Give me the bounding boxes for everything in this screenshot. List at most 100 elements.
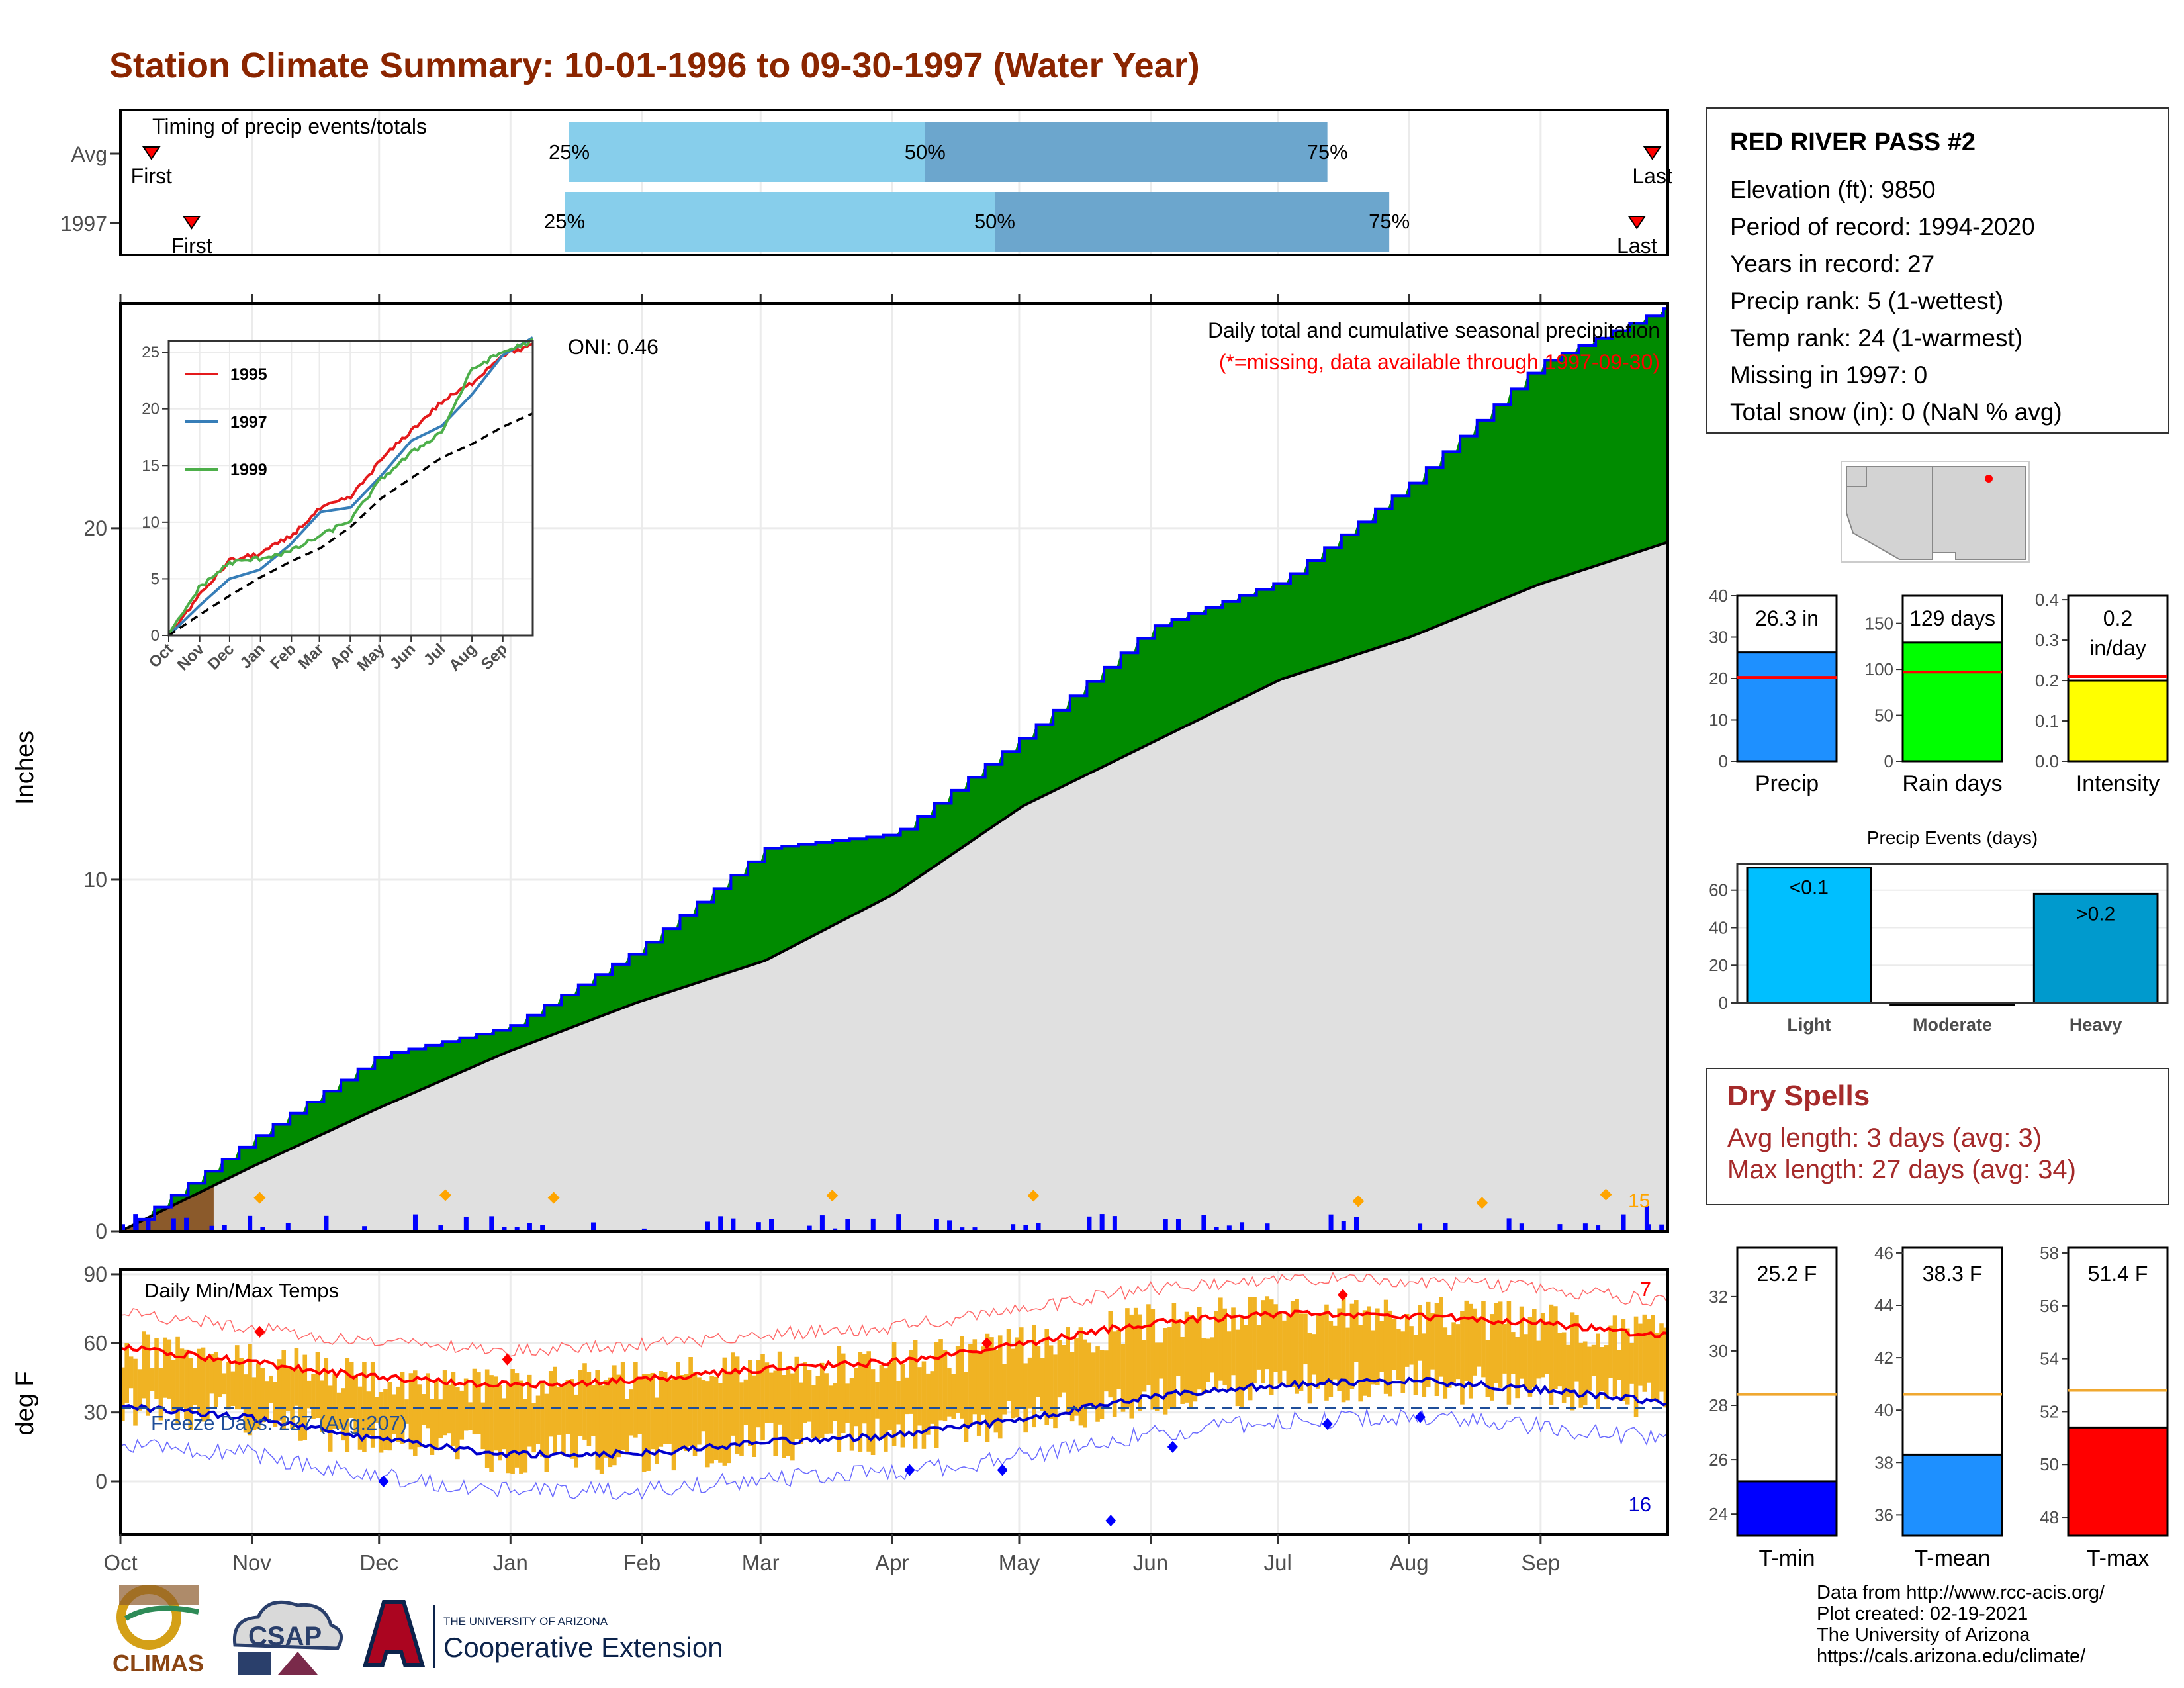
daily-temp-bar [540,1380,545,1457]
daily-temp-bar [1489,1314,1494,1401]
dry-spells-max: Max length: 27 days (avg: 34) [1727,1155,2076,1184]
daily-temp-bar [502,1398,507,1450]
daily-temp-bar [1019,1327,1024,1408]
daily-temp-bar [1341,1295,1346,1403]
daily-temp-bar [1116,1329,1121,1389]
normal-cumulative-line [120,541,1668,1233]
precip-event-marker [547,1192,560,1204]
daily-temp-bar [752,1375,757,1457]
month-label-apr: Apr [875,1550,909,1575]
daily-temp-bar [1418,1305,1422,1361]
daily-temp-bar [697,1377,702,1445]
precip-ylabel: Inches [11,731,39,805]
daily-temp-bar [1015,1337,1020,1418]
station-elevation: Elevation (ft): 9850 [1730,176,1936,203]
daily-temp-bar [1226,1331,1232,1390]
summary-ytick-label: 0 [1884,751,1893,771]
daily-temp-bar [201,1347,206,1422]
summary-ytick-label: 0.3 [2035,630,2059,650]
record-low-marker [378,1476,389,1487]
inset-legend-label-1999: 1999 [230,461,267,479]
daily-temp-bar [934,1342,939,1448]
daily-precip-bar [870,1218,876,1231]
daily-precip-bar [260,1227,265,1231]
temp-ytick-label: 30 [83,1401,107,1425]
daily-temp-bar [1091,1352,1096,1409]
daily-temp-bar [828,1385,833,1434]
daily-temp-bar [1422,1333,1427,1397]
temp-bar-t-min [1736,1480,1838,1537]
station-period: Period of record: 1994-2020 [1730,213,2035,240]
inset-ytick-label: 15 [142,457,159,475]
daily-temp-bar [921,1361,927,1449]
daily-temp-bar [1532,1309,1537,1387]
daily-temp-bar [1210,1337,1214,1373]
daily-temp-bar [748,1360,752,1446]
daily-temp-bar [942,1350,948,1422]
record-low-marker [1322,1418,1333,1430]
daily-temp-bar [383,1389,388,1450]
daily-temp-bar [870,1369,876,1456]
daily-temp-bar [285,1367,291,1411]
daily-temp-bar [985,1333,990,1442]
temp-bar-ytick-label: 46 [1874,1243,1893,1263]
daily-temp-bar [213,1352,218,1407]
daily-temp-bar [646,1374,651,1471]
daily-precip-bar [1621,1214,1626,1231]
temp-bar-ytick-label: 54 [2040,1349,2059,1369]
summary-ytick-label: 40 [1709,586,1728,606]
daily-temp-bar [1295,1298,1299,1394]
daily-temp-bar [124,1342,130,1403]
temp-bar-value-label: 25.2 F [1757,1262,1817,1286]
precip-ytick-label: 0 [95,1219,107,1243]
daily-precip-bar [756,1222,761,1231]
daily-precip-bar [285,1223,291,1231]
daily-temp-bar [1286,1314,1291,1387]
daily-precip-bar [540,1225,545,1231]
daily-temp-bar [1248,1297,1253,1401]
daily-temp-bar [909,1350,914,1414]
daily-temp-bar [824,1373,829,1434]
precip-event-marker [253,1192,266,1204]
daily-temp-bar [1095,1346,1100,1422]
daily-temp-bar [1146,1304,1151,1385]
daily-temp-bar [391,1394,396,1434]
daily-precip-bar [833,1228,838,1231]
daily-temp-bar [302,1354,308,1440]
daily-temp-bar [731,1352,735,1436]
daily-temp-bar [582,1363,587,1440]
month-label-nov: Nov [232,1550,271,1575]
daily-temp-bar [1053,1354,1058,1429]
daily-temp-bar [1659,1323,1664,1392]
timing-row-label-1997: 1997 [60,212,107,236]
month-label-mar: Mar [742,1550,780,1575]
daily-precip-bar [1418,1223,1423,1231]
station-years: Years in record: 27 [1730,250,1935,277]
daily-temp-bar [1655,1333,1660,1402]
daily-temp-bar [1316,1313,1320,1389]
daily-precip-bar [209,1225,214,1231]
events-category-light: Light [1787,1015,1831,1035]
temp-bar-ytick-label: 56 [2040,1296,2059,1316]
daily-temp-bar [1426,1301,1431,1388]
daily-temp-bar [1460,1311,1465,1405]
logo-strip: CLIMAS CSAP THE UNIVERSITY OF ARIZONA Co… [106,1579,768,1685]
daily-temp-bar [976,1352,981,1436]
temp-bar-ytick-label: 32 [1709,1287,1728,1307]
daily-temp-bar [726,1371,731,1464]
credits-institution: The University of Arizona [1817,1624,2030,1646]
inset-frame [167,340,534,637]
daily-precip-bar [769,1219,774,1231]
summary-ytick-label: 10 [1709,710,1728,730]
daily-temp-bar [705,1381,710,1468]
daily-temp-bar [387,1382,392,1451]
daily-temp-bar [1328,1321,1334,1397]
events-bar-light [1746,867,1872,1004]
map-state-new-mexico [1932,466,2026,560]
daily-temp-bar [713,1376,719,1460]
daily-temp-bar [701,1380,706,1432]
daily-temp-bar [1578,1342,1584,1408]
daily-temp-bar [650,1372,655,1450]
daily-temp-bar [1108,1311,1113,1398]
summary-bar-rain-days [1901,641,2003,763]
